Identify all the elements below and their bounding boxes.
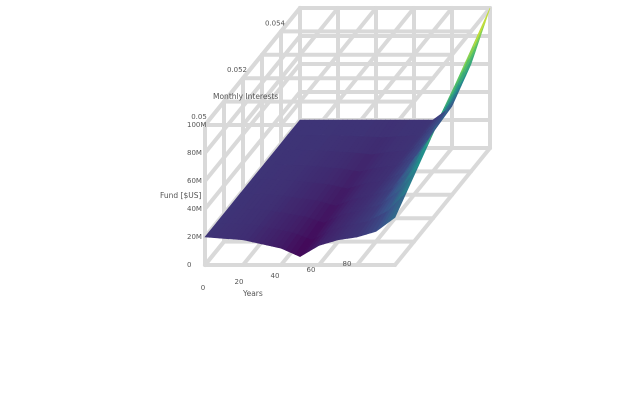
x-axis-title: Years (242, 289, 263, 298)
z-tick-label: 60M (187, 177, 202, 185)
grid-line (393, 146, 492, 267)
z-tick-label: 80M (187, 149, 202, 157)
tick-labels: 0 20M 40M 60M 80M 100M 0 20 40 60 80 0.05 0.052 0.054 (187, 19, 351, 292)
z-tick-label: 100M (187, 121, 206, 129)
surface-patch (473, 7, 491, 48)
z-tick-label: 40M (187, 205, 202, 213)
grid-line (203, 6, 302, 127)
x-tick-label: 40 (271, 272, 280, 280)
grid-line (317, 6, 416, 127)
grid-line (203, 62, 302, 183)
grid-line (393, 6, 492, 127)
grid-line (241, 6, 340, 127)
y-tick-label: 0.054 (265, 19, 286, 27)
z-tick-label: 20M (187, 233, 202, 241)
z-tick-label: 0 (187, 261, 191, 269)
x-tick-label: 0 (201, 284, 205, 292)
y-tick-label: 0.052 (227, 66, 247, 74)
surface (204, 7, 491, 257)
x-tick-label: 20 (235, 278, 244, 286)
x-tick-label: 60 (307, 266, 316, 274)
grid-line (279, 6, 378, 127)
grid-line (203, 90, 302, 211)
y-tick-label: 0.05 (191, 113, 207, 121)
x-tick-label: 80 (343, 260, 352, 268)
z-axis-title: Fund [$US] (160, 191, 202, 200)
grid-line (355, 146, 454, 267)
grid-line (355, 6, 454, 127)
y-axis-title: Monthly Interests (213, 92, 278, 101)
